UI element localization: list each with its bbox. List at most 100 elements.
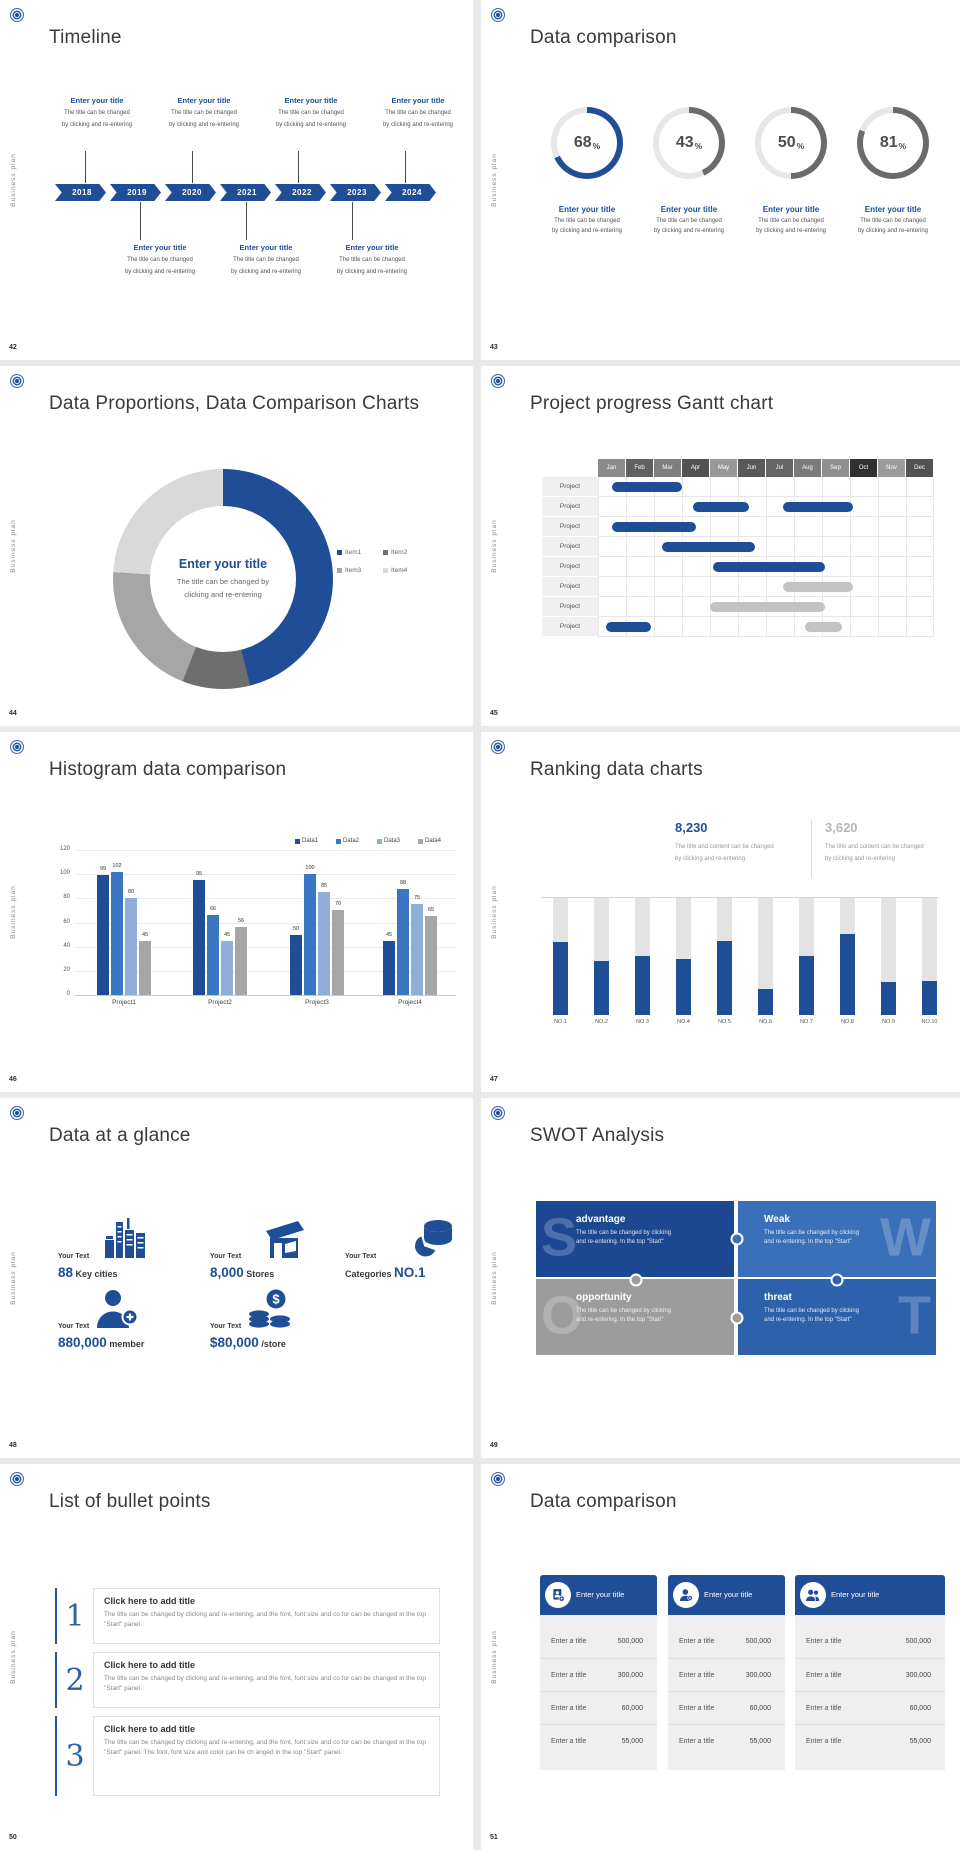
vertical-brand-label: Business plan (491, 1630, 498, 1684)
brand-logo-icon (10, 740, 24, 754)
legend-swatch (377, 838, 382, 844)
percent-ring: 68% (551, 107, 623, 179)
timeline-item-desc: The title can be changed (171, 110, 237, 116)
x-category-label: NO.10 (921, 1019, 938, 1025)
ranking-bar-track (758, 898, 773, 1015)
bullet-title: Click here to add title (104, 1724, 196, 1734)
row-label: Enter a title (806, 1737, 842, 1745)
x-category-label: Project3 (305, 999, 329, 1006)
gantt-month-header: May (710, 459, 738, 477)
swot-desc: The title can be changed by clicking (764, 1230, 860, 1236)
timeline-item-desc: The title can be changed (385, 110, 451, 116)
slide-number: 47 (490, 1076, 498, 1083)
percent-number: 81 (879, 134, 898, 151)
slide-title: SWOT Analysis (530, 1125, 665, 1146)
data-card-title: Enter your title (831, 1590, 880, 1599)
puzzle-knob (730, 1232, 744, 1246)
slide-48[interactable]: Business plan Data at a glance Your Text… (0, 1098, 473, 1458)
gantt-row-label: Project (542, 497, 598, 517)
timeline-item-desc: The title can be changed (339, 257, 405, 263)
timeline-year-chevron: 2021 (220, 184, 271, 201)
bar (411, 904, 423, 995)
stat-block: $ Your Text $80,000 /store (210, 1286, 370, 1358)
data-card-row: Enter a title 60,000 (795, 1691, 945, 1724)
donut-center-desc: The title can be changed by (176, 576, 270, 586)
legend-item: Data2 (336, 838, 359, 844)
slide-51[interactable]: Business plan Data comparison Enter your… (481, 1464, 960, 1850)
data-card-header: Enter your title (795, 1575, 945, 1615)
slide-number: 50 (9, 1834, 17, 1841)
percent-ring-inner: 68% (557, 113, 617, 173)
legend-item: Data3 (377, 838, 400, 844)
swot-desc: and re-entering. In the top "Start" (764, 1239, 852, 1246)
ranking-bar-track (881, 898, 896, 1015)
legend-swatch (383, 568, 388, 573)
row-label: Enter a title (679, 1704, 715, 1712)
stat-prefix: Your Text (58, 1253, 90, 1260)
gantt-row-label: Project (542, 597, 598, 617)
data-card-body: Enter a title 500,000 Enter a title 300,000… (668, 1615, 785, 1770)
timeline-connector-line (140, 202, 141, 240)
slide-46[interactable]: Business plan Histogram data comparison … (0, 732, 473, 1092)
ranking-stat-desc: The title and content can be changed (675, 844, 774, 850)
swot-desc: and re-entering. In the top "Start" (764, 1317, 852, 1324)
bar (290, 934, 302, 995)
legend-label: Item3 (345, 567, 362, 574)
legend-item: Item4 (383, 567, 429, 574)
swot-desc: The title can be changed by clicking (576, 1308, 672, 1314)
timeline-item-desc: The title can be changed (233, 257, 299, 263)
bullet-title: Click here to add title (104, 1596, 196, 1606)
row-label: Enter a title (679, 1671, 715, 1679)
timeline-year-chevron: 2022 (275, 184, 326, 201)
swot-letter: S (541, 1207, 578, 1268)
ring-item-desc: by clicking and re-entering (653, 228, 725, 234)
percent-number: 43 (675, 134, 694, 151)
store-icon (260, 1216, 308, 1260)
slide-45[interactable]: Business plan Project progress Gantt cha… (481, 366, 960, 726)
gantt-bar (612, 522, 696, 532)
stat-prefix: Your Text (210, 1323, 242, 1330)
bar (425, 916, 437, 995)
bar-value-label: 99 (99, 866, 107, 873)
bullet-accent-line (55, 1716, 57, 1796)
x-category-label: Project2 (208, 999, 232, 1006)
stat-block: Your Text 8,000 Stores (210, 1216, 370, 1288)
stat-unit: member (106, 1339, 145, 1349)
slide-43[interactable]: Business plan Data comparison 68% Enter y… (481, 0, 960, 360)
stat-block: Your Text 880,000 member (58, 1286, 218, 1358)
slide-44[interactable]: Business plan Data Proportions, Data Com… (0, 366, 473, 726)
gantt-month-header: Jan (598, 459, 626, 477)
legend-label: Data1 (302, 838, 319, 844)
timeline-item-title: Enter your title (284, 96, 338, 105)
timeline-item-top: Enter your title The title can be changed… (154, 96, 254, 130)
legend-label: Item4 (391, 567, 408, 574)
ring-item-desc: The title can be changed (554, 218, 620, 224)
gantt-month-header: Dec (906, 459, 934, 477)
row-value: 55,000 (749, 1737, 771, 1745)
stat-unit: /store (258, 1339, 286, 1349)
legend-label: Item1 (345, 549, 362, 556)
data-card: Enter your title Enter a title 500,000 Ente… (668, 1575, 785, 1770)
stat-value-line: Categories NO.1 (345, 1264, 426, 1282)
stat-prefix: Your Text (210, 1253, 242, 1260)
stat-value: 88 (58, 1265, 74, 1280)
gridline (75, 946, 456, 948)
data-card-row: Enter a title 300,000 (540, 1658, 657, 1691)
gantt-month-header: Jul (766, 459, 794, 477)
vertical-brand-label: Business plan (10, 519, 17, 573)
percent-ring-inner: 50% (761, 113, 821, 173)
coins-icon: $ (246, 1286, 294, 1330)
slide-50[interactable]: Business plan List of bullet points 1 Cli… (0, 1464, 473, 1850)
timeline-item-title: Enter your title (70, 96, 124, 105)
ring-item-desc: The title can be changed (860, 218, 926, 224)
slide-47[interactable]: Business plan Ranking data charts 8,230 … (481, 732, 960, 1092)
y-tick-label: 120 (59, 846, 70, 852)
y-tick-label: 80 (63, 894, 70, 901)
donut-chart: Enter your title The title can be change… (113, 469, 333, 689)
gantt-row-grid (598, 617, 934, 637)
timeline-item-desc: The title can be changed (278, 110, 344, 116)
gantt-row-label: Project (542, 577, 598, 597)
slide-42[interactable]: Business plan Timeline Enter your title T… (0, 0, 473, 360)
